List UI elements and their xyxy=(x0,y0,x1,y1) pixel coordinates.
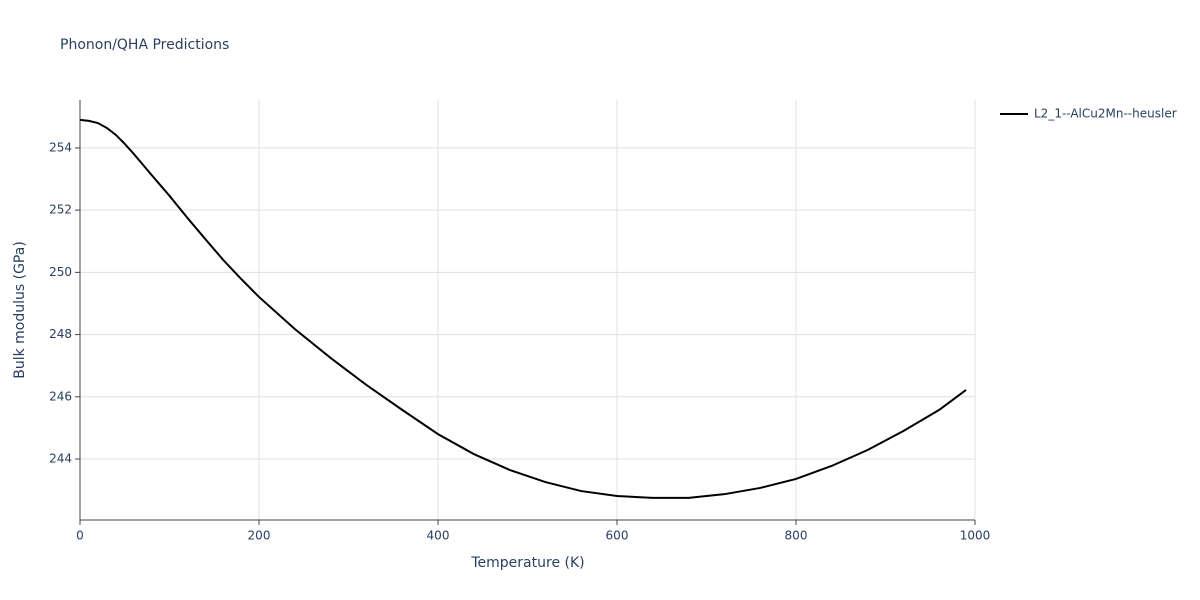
chart-title: Phonon/QHA Predictions xyxy=(60,37,229,53)
x-tick-label: 1000 xyxy=(960,529,991,543)
x-tick-label: 0 xyxy=(76,529,84,543)
x-tick-label: 200 xyxy=(248,529,271,543)
x-tick-label: 800 xyxy=(785,529,808,543)
y-tick-label: 244 xyxy=(49,452,72,466)
y-tick-label: 246 xyxy=(49,389,72,403)
y-axis-label: Bulk modulus (GPa) xyxy=(12,241,28,379)
line-series xyxy=(79,118,967,499)
legend-label: L2_1--AlCu2Mn--heusler xyxy=(1034,107,1177,121)
grid xyxy=(79,100,976,520)
y-tick-label: 252 xyxy=(49,203,72,217)
y-tick-label: 254 xyxy=(49,140,72,154)
x-axis-label: Temperature (K) xyxy=(470,555,584,571)
y-tick-label: 250 xyxy=(49,265,72,279)
y-tick-label: 248 xyxy=(49,327,72,341)
x-tick-label: 600 xyxy=(606,529,629,543)
x-tick-label: 400 xyxy=(427,529,450,543)
